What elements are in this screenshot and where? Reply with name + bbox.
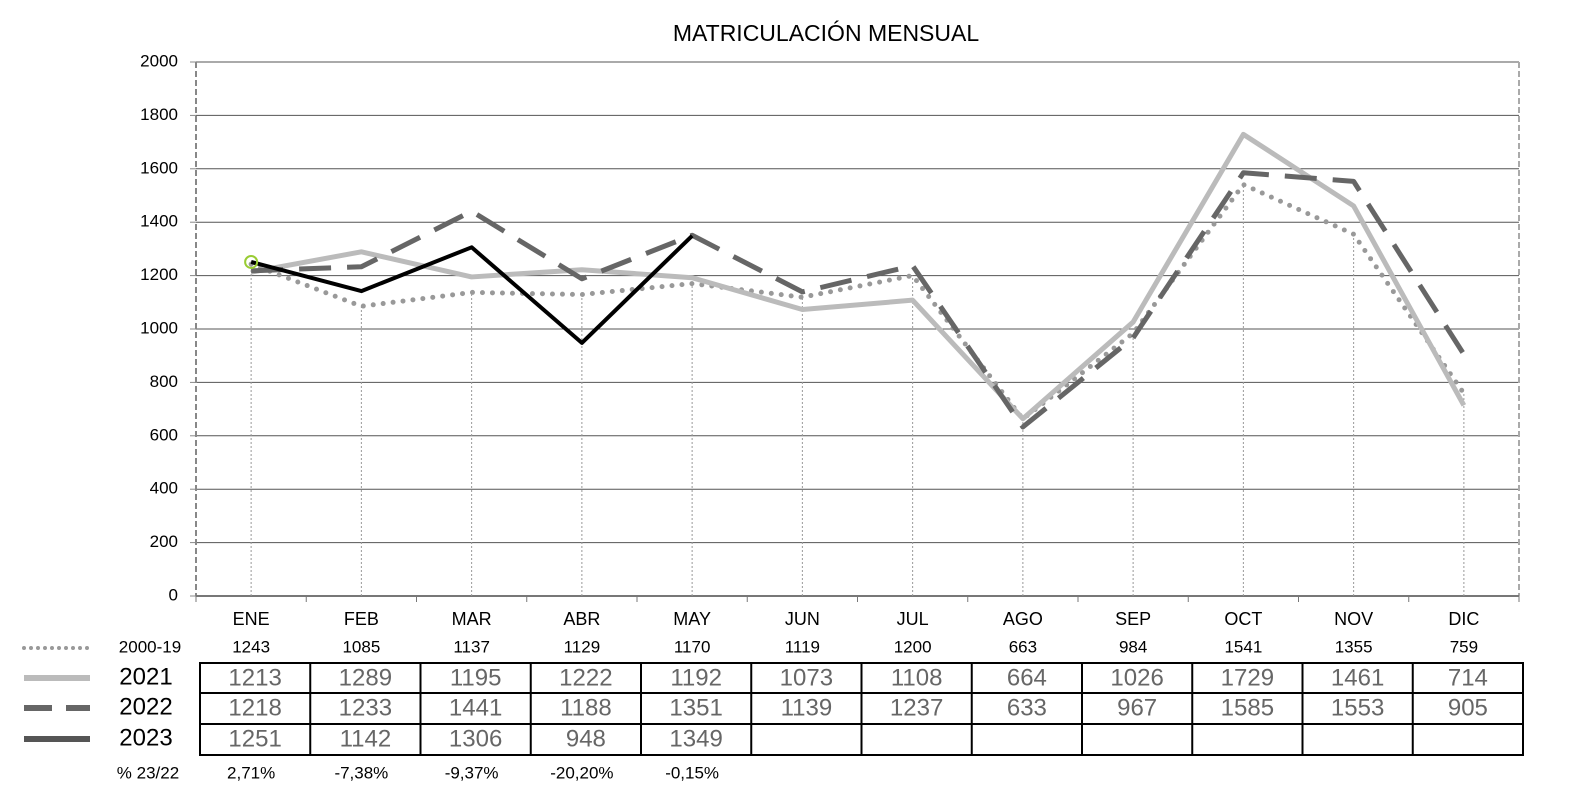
table-value: 1355 xyxy=(1335,637,1373,656)
table-value: 1306 xyxy=(449,725,502,752)
table-value: 1553 xyxy=(1331,694,1384,721)
series-line xyxy=(251,170,1466,430)
table-value: 1119 xyxy=(785,637,820,656)
legend-label: 2022 xyxy=(119,693,172,720)
change-value: -7,38% xyxy=(334,763,388,782)
x-tick-label: JUL xyxy=(897,609,929,629)
plot-frame xyxy=(196,61,1520,596)
change-value: -9,37% xyxy=(445,763,499,782)
y-tick-label: 800 xyxy=(150,372,178,391)
series-line xyxy=(250,131,1467,422)
table-value: 1108 xyxy=(891,664,943,691)
table-value: 1237 xyxy=(890,694,943,721)
y-tick-label: 200 xyxy=(150,532,178,551)
table-value: 1073 xyxy=(780,664,833,691)
legend-label: 2021 xyxy=(119,663,172,690)
x-tick-label: AGO xyxy=(1003,609,1043,629)
x-tick-label: MAY xyxy=(673,609,711,629)
change-value: -0,15% xyxy=(665,763,719,782)
change-label: % 23/22 xyxy=(117,763,179,782)
table-value: 1188 xyxy=(560,694,612,721)
table-value: 1139 xyxy=(781,694,833,721)
table-value: 1441 xyxy=(449,694,502,721)
table-value: 759 xyxy=(1450,637,1478,656)
change-value: 2,71% xyxy=(227,763,275,782)
table-value: 1192 xyxy=(670,664,722,691)
highlight-point xyxy=(244,254,259,269)
table-value: 1541 xyxy=(1224,637,1262,656)
x-tick-label: DIC xyxy=(1448,609,1479,629)
table-value: 967 xyxy=(1117,694,1157,721)
table-value: 1137 xyxy=(453,637,490,656)
table-value: 1222 xyxy=(559,664,612,691)
x-tick-label: FEB xyxy=(344,609,379,629)
series-line xyxy=(248,182,1467,422)
table-value: 1251 xyxy=(228,725,281,752)
x-tick-label: JUN xyxy=(785,609,820,629)
table-value: 1026 xyxy=(1110,664,1163,691)
x-tick-label: ABR xyxy=(563,609,600,629)
y-tick-label: 1200 xyxy=(140,265,178,284)
y-tick-label: 1800 xyxy=(140,105,178,124)
x-tick-label: OCT xyxy=(1224,609,1262,629)
y-tick-label: 1000 xyxy=(140,318,178,337)
table-value: 1213 xyxy=(228,664,281,691)
y-tick-label: 1600 xyxy=(140,158,178,177)
table-value: 1129 xyxy=(564,637,601,656)
series-line xyxy=(250,234,694,345)
table-value: 663 xyxy=(1009,637,1037,656)
table-value: 1461 xyxy=(1331,664,1384,691)
table-value: 1233 xyxy=(339,694,392,721)
table-value: 1142 xyxy=(340,725,392,752)
table-value: 714 xyxy=(1448,664,1488,691)
chart-title: MATRICULACIÓN MENSUAL xyxy=(673,20,979,46)
table-value: 633 xyxy=(1007,694,1047,721)
x-tick-label: SEP xyxy=(1115,609,1151,629)
x-tick-label: ENE xyxy=(233,609,270,629)
table-value: 905 xyxy=(1448,694,1488,721)
x-tick-label: NOV xyxy=(1334,609,1373,629)
y-tick-label: 1400 xyxy=(140,212,178,231)
table-value: 1351 xyxy=(669,694,722,721)
table-value: 1170 xyxy=(674,637,711,656)
y-tick-label: 2000 xyxy=(140,51,178,70)
table-value: 984 xyxy=(1119,637,1147,656)
table-value: 1085 xyxy=(342,637,380,656)
table-value: 1729 xyxy=(1221,664,1274,691)
table-value: 1218 xyxy=(228,694,281,721)
legend-label: 2023 xyxy=(119,724,172,751)
table-value: 948 xyxy=(566,725,606,752)
change-value: -20,20% xyxy=(550,763,613,782)
table-value: 1289 xyxy=(339,664,392,691)
table-value: 1243 xyxy=(232,637,270,656)
table-value: 1349 xyxy=(669,725,722,752)
table-value: 1195 xyxy=(450,664,502,691)
table-value: 1585 xyxy=(1221,694,1274,721)
table-value: 664 xyxy=(1007,664,1047,691)
y-tick-label: 600 xyxy=(150,425,178,444)
y-tick-label: 400 xyxy=(150,479,178,498)
legend-label: 2000-19 xyxy=(119,637,181,656)
table-value: 1200 xyxy=(894,637,932,656)
x-tick-label: MAR xyxy=(452,609,492,629)
y-tick-label: 0 xyxy=(169,585,178,604)
